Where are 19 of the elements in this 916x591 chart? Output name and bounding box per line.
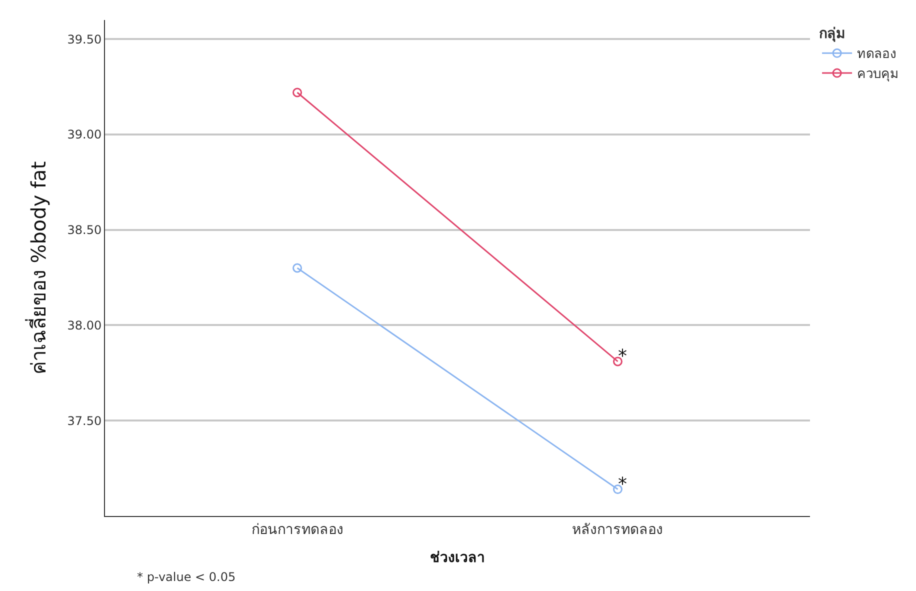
point <box>292 88 302 98</box>
legend-label: ควบคุม <box>857 67 900 82</box>
legend-label: ทดลอง <box>857 47 896 62</box>
y-tick-label: 37.50 <box>67 414 102 428</box>
x-tick-label: หลังการทดลอง <box>572 522 664 538</box>
x-axis-title: ช่วงเวลา <box>430 550 485 566</box>
legend-title: กลุ่ม <box>819 26 846 42</box>
point <box>612 484 622 494</box>
x-tick-label: ก่อนการทดลอง <box>251 522 344 538</box>
annotation: * <box>618 474 627 495</box>
annotation: * <box>618 346 627 367</box>
point <box>612 356 622 366</box>
y-axis-title: ค่าเฉลี่ยของ %body fat <box>24 161 51 375</box>
y-tick-label: 39.00 <box>67 128 102 142</box>
y-tick-label: 38.00 <box>67 318 102 332</box>
y-tick-label: 38.50 <box>67 223 102 238</box>
y-tick-label: 39.50 <box>67 32 102 46</box>
point <box>292 263 302 273</box>
text: * p-value < 0.05 <box>137 570 236 584</box>
